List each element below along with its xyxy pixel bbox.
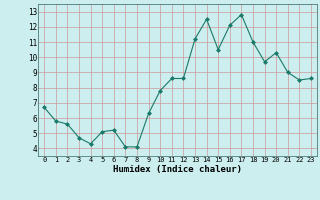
X-axis label: Humidex (Indice chaleur): Humidex (Indice chaleur) bbox=[113, 165, 242, 174]
